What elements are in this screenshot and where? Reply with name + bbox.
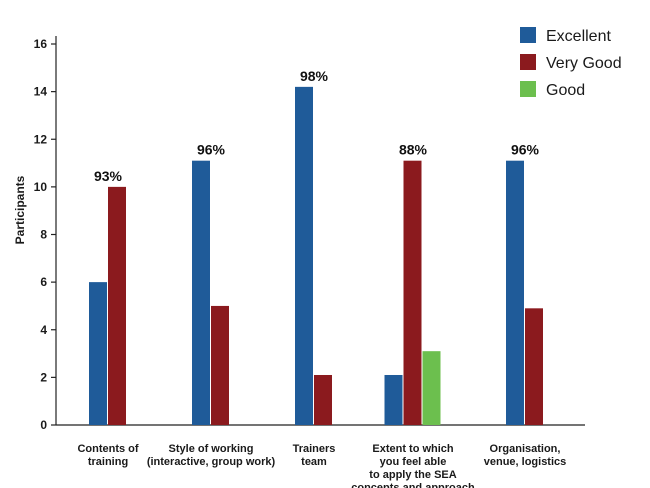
percentage-label: 93% xyxy=(94,168,123,184)
category-label: Style of working(interactive, group work… xyxy=(147,443,276,468)
legend-swatch xyxy=(520,54,536,70)
bars xyxy=(89,86,543,426)
y-tick-label: 6 xyxy=(40,275,47,289)
bar-excellent xyxy=(506,160,524,425)
bar-very-good xyxy=(108,186,126,425)
category-label-line: (interactive, group work) xyxy=(147,456,276,468)
y-tick-label: 0 xyxy=(40,418,47,432)
legend-label: Very Good xyxy=(546,55,622,72)
y-tick-label: 14 xyxy=(34,85,48,99)
category-label-line: Extent to which xyxy=(372,443,454,455)
y-tick-label: 8 xyxy=(40,228,47,242)
bar-very-good xyxy=(211,305,229,425)
category-label-line: you feel able xyxy=(380,456,447,468)
percentage-label: 88% xyxy=(399,142,428,158)
percentage-labels: 93% 96% 98% 88% 96% xyxy=(94,68,540,184)
bar-very-good xyxy=(525,308,543,425)
category-label-line: Contents of xyxy=(77,443,138,455)
category-label-line: concepts and approach xyxy=(351,482,475,488)
category-label-line: venue, logistics xyxy=(484,456,567,468)
bar-excellent xyxy=(295,86,313,426)
y-axis-label: Participants xyxy=(13,175,27,244)
bar-good xyxy=(422,351,441,425)
bar-excellent xyxy=(89,282,107,425)
bar-excellent xyxy=(384,374,403,425)
y-tick-label: 10 xyxy=(34,180,48,194)
y-tick-label: 12 xyxy=(34,132,48,146)
y-tick-label: 2 xyxy=(40,370,47,384)
legend-swatch xyxy=(520,81,536,97)
percentage-label: 96% xyxy=(197,142,226,158)
category-label-line: Style of working xyxy=(169,443,254,455)
legend: Excellent Very Good Good xyxy=(520,27,622,99)
category-label-line: Trainers xyxy=(293,443,336,455)
category-label: Organisation,venue, logistics xyxy=(484,443,567,468)
category-label-line: training xyxy=(88,456,128,468)
legend-label: Good xyxy=(546,82,585,99)
percentage-label: 98% xyxy=(300,68,329,84)
bar-excellent xyxy=(192,160,210,425)
bar-very-good xyxy=(314,374,332,425)
y-tick-label: 4 xyxy=(40,323,47,337)
category-label-line: Organisation, xyxy=(490,443,561,455)
category-label-line: to apply the SEA xyxy=(369,469,456,481)
y-tick-label: 16 xyxy=(34,37,48,51)
legend-label: Excellent xyxy=(546,28,611,45)
legend-swatch xyxy=(520,27,536,43)
percentage-label: 96% xyxy=(511,142,540,158)
category-label-line: team xyxy=(301,456,327,468)
bar-very-good xyxy=(403,160,422,425)
